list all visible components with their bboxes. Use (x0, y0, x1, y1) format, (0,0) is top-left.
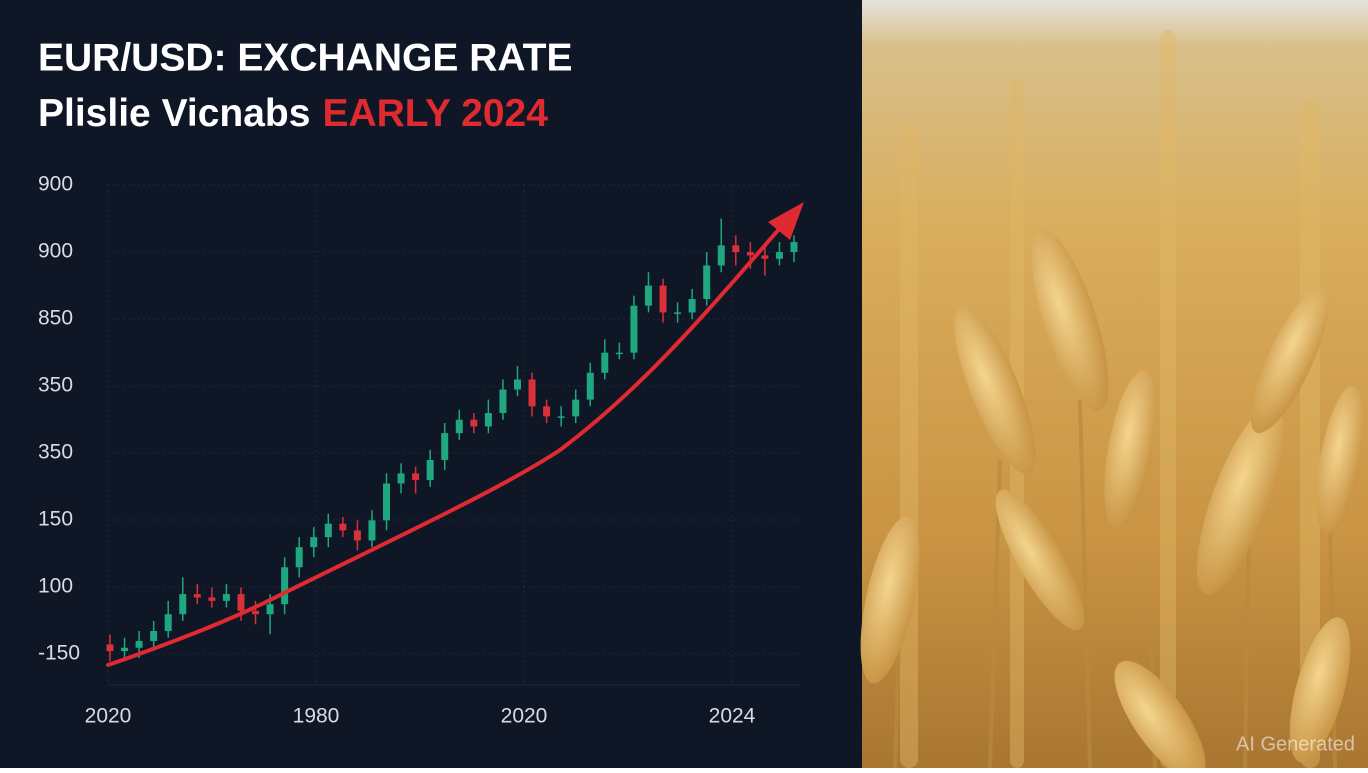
candle-body (150, 630, 158, 642)
x-tick-label: 1980 (293, 705, 340, 728)
candle-body (412, 473, 420, 481)
candle-body (383, 483, 391, 521)
candle-body (193, 594, 201, 598)
candle-body (266, 604, 274, 615)
y-tick-label: 150 (38, 508, 73, 531)
candle-body (426, 459, 434, 481)
candle-body (790, 242, 798, 253)
candle-body (717, 245, 725, 266)
y-tick-label: 850 (38, 307, 73, 330)
candle-body (586, 372, 594, 400)
candle-body (688, 299, 696, 313)
candle-body (615, 352, 623, 355)
candle-body (252, 610, 260, 615)
candle-body (208, 597, 216, 601)
chart-panel (0, 0, 862, 768)
candle-body (310, 537, 318, 548)
watermark: AI Generated (1236, 733, 1355, 755)
candle-body (470, 419, 478, 427)
y-tick-label: 900 (38, 240, 73, 263)
candle-body (484, 413, 492, 427)
candle-body (295, 547, 303, 568)
candle-body (630, 305, 638, 353)
y-tick-label: 350 (38, 374, 73, 397)
y-tick-label: 100 (38, 575, 73, 598)
candle-body (703, 265, 711, 300)
subtitle-highlight: EARLY 2024 (322, 92, 548, 135)
x-tick-label: 2024 (709, 705, 756, 728)
y-tick-label: -150 (38, 642, 80, 665)
y-tick-label: 900 (38, 173, 73, 196)
candle-body (557, 416, 565, 418)
candle-body (674, 312, 682, 314)
trend-arrow (106, 202, 804, 667)
wheat-photo (860, 0, 1368, 773)
candle-body (135, 641, 143, 648)
candle-body (499, 389, 507, 414)
candle-body (164, 614, 172, 631)
subtitle-text: Plislie Vicnabs (38, 92, 310, 135)
candle-body (397, 473, 405, 484)
candle-body (368, 520, 376, 541)
candle-body (179, 594, 187, 615)
candle-body (732, 245, 740, 253)
candle-body (121, 647, 129, 652)
candle-body (106, 644, 114, 652)
candle-body (441, 433, 449, 460)
candle-body (572, 399, 580, 417)
candle-body (644, 285, 652, 306)
candle-body (281, 567, 289, 605)
y-tick-label: 350 (38, 441, 73, 464)
candle-body (601, 352, 609, 373)
x-tick-label: 2020 (85, 705, 132, 728)
candle-body (339, 523, 347, 531)
candle-body (528, 379, 536, 407)
candle-body (746, 252, 754, 256)
candle-body (222, 594, 230, 601)
candle-body (513, 379, 521, 390)
x-tick-label: 2020 (501, 705, 548, 728)
candle-body (659, 285, 667, 313)
candle-body (237, 594, 245, 611)
candle-body (543, 406, 551, 417)
candle-body (761, 255, 769, 259)
chart-title: EUR/USD: EXCHANGE RATE (38, 36, 572, 79)
chart-subtitle: Plislie Vicnabs EARLY 2024 (38, 92, 548, 135)
candle-body (455, 419, 463, 434)
candle-body (324, 523, 332, 538)
candle-body (775, 252, 783, 259)
plot: 900 900 850 350 350 150 100 -150 2020 1980 2020 202… (38, 173, 800, 728)
candle-body (353, 530, 361, 541)
